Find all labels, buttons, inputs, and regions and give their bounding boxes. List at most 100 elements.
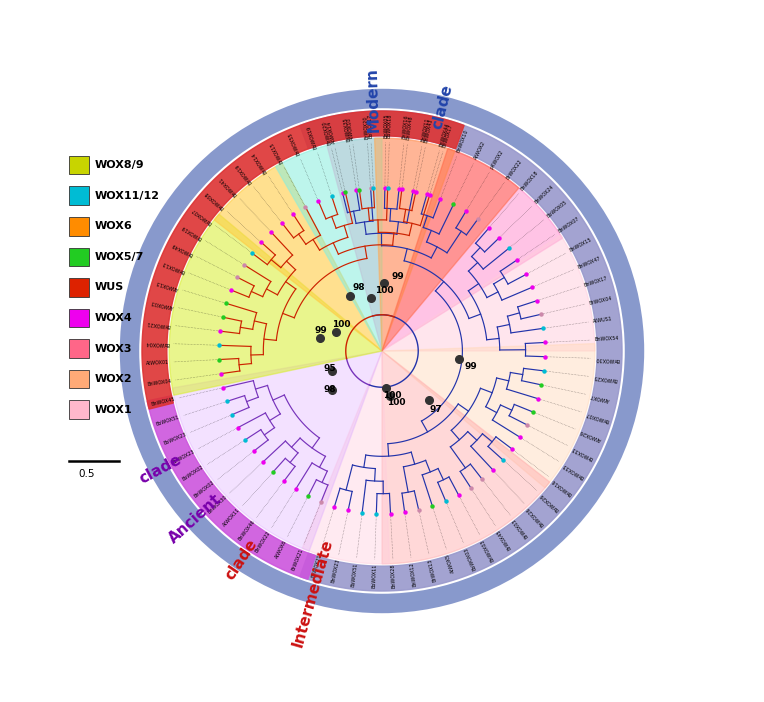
- Text: WOX11/12: WOX11/12: [95, 191, 160, 201]
- Text: BnWOX04: BnWOX04: [147, 378, 172, 387]
- Text: BrWOX03: BrWOX03: [511, 517, 529, 539]
- Polygon shape: [382, 351, 550, 564]
- FancyBboxPatch shape: [70, 156, 89, 174]
- Text: BnWOX07: BnWOX07: [557, 216, 580, 234]
- Text: AtWOX10: AtWOX10: [347, 117, 354, 140]
- Text: BrWOX13: BrWOX13: [427, 558, 438, 582]
- Text: BnWOX24: BnWOX24: [533, 185, 555, 205]
- Text: BnWOX54: BnWOX54: [594, 336, 619, 343]
- Text: 95: 95: [323, 364, 336, 373]
- Text: BoWOX51: BoWOX51: [156, 414, 180, 427]
- Polygon shape: [173, 351, 382, 551]
- Text: BnWOX55: BnWOX55: [287, 131, 301, 156]
- Text: BoWOX23: BoWOX23: [163, 432, 187, 446]
- Text: BnWOX23: BnWOX23: [171, 449, 196, 465]
- Text: AtWOX6: AtWOX6: [274, 540, 287, 559]
- Text: BnWOX45: BnWOX45: [151, 397, 175, 407]
- Text: Ancient: Ancient: [166, 491, 225, 547]
- Text: WOX5/7: WOX5/7: [95, 252, 144, 262]
- Text: 98: 98: [352, 283, 365, 292]
- Text: BnWOX03: BnWOX03: [480, 538, 496, 562]
- Text: WOX6: WOX6: [95, 221, 132, 231]
- FancyBboxPatch shape: [70, 278, 89, 297]
- Text: WOX8/9: WOX8/9: [95, 160, 144, 170]
- Text: BoWOX26: BoWOX26: [539, 491, 560, 512]
- FancyBboxPatch shape: [70, 217, 89, 235]
- Text: WOX3: WOX3: [95, 343, 132, 354]
- Text: AtWOX01: AtWOX01: [146, 359, 170, 366]
- Text: BnWOX47: BnWOX47: [577, 256, 601, 270]
- Text: BnWOX18: BnWOX18: [520, 170, 539, 192]
- Text: BnWOX16: BnWOX16: [551, 477, 573, 496]
- Text: BnWOX44: BnWOX44: [439, 122, 450, 147]
- Text: BnWOX48: BnWOX48: [406, 115, 413, 140]
- Text: 97: 97: [429, 404, 442, 413]
- Text: WOX4: WOX4: [95, 313, 132, 323]
- Text: WUS: WUS: [95, 282, 124, 292]
- Text: 99: 99: [391, 272, 404, 282]
- FancyBboxPatch shape: [70, 309, 89, 327]
- Text: AtWOX14: AtWOX14: [326, 120, 337, 144]
- Text: BnWOX17: BnWOX17: [442, 124, 454, 148]
- Text: BoWOX25: BoWOX25: [593, 374, 618, 383]
- Text: AtWUS1: AtWUS1: [592, 316, 613, 324]
- Text: BnWOX30: BnWOX30: [594, 356, 620, 362]
- Polygon shape: [374, 138, 455, 351]
- Text: BrWOX45: BrWOX45: [496, 528, 513, 550]
- Polygon shape: [327, 138, 562, 351]
- Text: AtWOX03: AtWOX03: [151, 300, 174, 309]
- Polygon shape: [303, 351, 390, 564]
- Text: BoWOX02: BoWOX02: [182, 465, 205, 482]
- Text: Modern: Modern: [364, 67, 382, 133]
- Text: BnWOX33: BnWOX33: [562, 462, 584, 479]
- Polygon shape: [142, 111, 464, 409]
- Polygon shape: [382, 343, 595, 488]
- Text: BnWOX13: BnWOX13: [161, 260, 186, 274]
- Text: BnWOX10: BnWOX10: [456, 128, 469, 153]
- Text: BrWOX33: BrWOX33: [571, 445, 594, 461]
- Text: clade: clade: [222, 536, 261, 583]
- Text: BoWOX51: BoWOX51: [351, 562, 358, 587]
- Text: WOX1: WOX1: [95, 404, 132, 415]
- Text: BrWOX49: BrWOX49: [170, 241, 193, 257]
- FancyBboxPatch shape: [70, 370, 89, 388]
- Polygon shape: [382, 235, 595, 351]
- Text: BnWOX35: BnWOX35: [342, 116, 351, 141]
- Text: AtWOX11: AtWOX11: [222, 508, 241, 528]
- Text: BnWOX05: BnWOX05: [384, 114, 389, 138]
- Text: pXWOX2: pXWOX2: [490, 149, 505, 170]
- Text: BoWOX18: BoWOX18: [387, 114, 393, 138]
- Text: 100: 100: [332, 320, 351, 329]
- Text: BnWOX19: BnWOX19: [234, 163, 253, 185]
- Text: BnWOX14: BnWOX14: [251, 150, 268, 174]
- Text: BnWOX02: BnWOX02: [193, 480, 215, 499]
- Text: BrWOX15: BrWOX15: [269, 141, 284, 164]
- Text: BoWOX17: BoWOX17: [367, 114, 374, 138]
- Polygon shape: [169, 214, 382, 395]
- Text: BoWOX04: BoWOX04: [145, 340, 170, 346]
- Text: 100: 100: [387, 399, 405, 407]
- Text: BnWOX46: BnWOX46: [237, 519, 256, 542]
- FancyBboxPatch shape: [70, 248, 89, 266]
- Text: AtWOX2: AtWOX2: [473, 140, 487, 161]
- Polygon shape: [147, 396, 316, 579]
- Text: BoWOX19: BoWOX19: [306, 125, 319, 150]
- Text: AtWOX7: AtWOX7: [590, 393, 610, 402]
- Text: BnWOX22: BnWOX22: [254, 530, 271, 554]
- Text: BnWOX17: BnWOX17: [584, 275, 608, 288]
- Text: BoWOX05: BoWOX05: [545, 200, 568, 219]
- Text: 99: 99: [315, 326, 328, 335]
- Text: BnWOX28: BnWOX28: [390, 564, 397, 588]
- Text: BnWOX41: BnWOX41: [219, 176, 238, 197]
- Text: 0.5: 0.5: [79, 469, 95, 479]
- Text: AtWOX26: AtWOX26: [578, 428, 602, 442]
- Text: BoWOX11: BoWOX11: [371, 564, 377, 588]
- Text: clade: clade: [430, 83, 455, 131]
- Polygon shape: [214, 163, 382, 351]
- Polygon shape: [300, 111, 622, 591]
- Polygon shape: [382, 149, 519, 351]
- Text: clade: clade: [137, 451, 183, 486]
- Text: BoWOX07: BoWOX07: [191, 206, 213, 225]
- Text: BnWOX21: BnWOX21: [146, 319, 171, 328]
- Text: 100: 100: [374, 286, 393, 295]
